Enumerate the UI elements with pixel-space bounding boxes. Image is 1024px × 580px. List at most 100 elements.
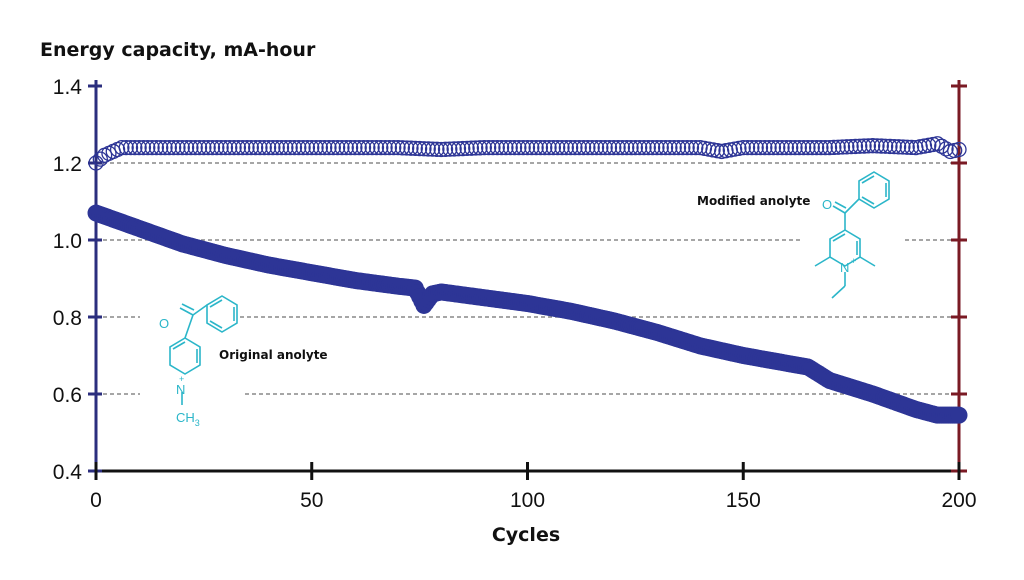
data-point-modified — [437, 141, 454, 157]
data-point-modified — [804, 139, 820, 156]
data-point-modified — [632, 139, 648, 156]
modified-carbonyl-o: O — [822, 197, 832, 212]
data-point-modified — [368, 139, 385, 156]
data-point-modified — [153, 139, 169, 156]
data-point-modified — [886, 138, 902, 155]
data-point-modified — [588, 139, 605, 156]
data-point-modified — [489, 139, 505, 156]
data-point-modified — [869, 138, 885, 154]
data-point-modified — [472, 140, 488, 156]
data-point-modified — [424, 141, 441, 157]
data-point-modified — [364, 139, 380, 156]
data-point-modified — [614, 139, 631, 156]
data-point-modified — [493, 139, 510, 156]
x-tick-label: 50 — [300, 489, 323, 512]
data-point-modified — [157, 139, 173, 156]
data-point-modified — [222, 139, 238, 156]
data-point-modified — [347, 139, 363, 156]
series-modified-anolyte — [88, 136, 967, 171]
data-point-modified — [420, 141, 436, 157]
modified-charge: + — [851, 256, 856, 266]
data-point-modified — [140, 139, 156, 156]
data-point-modified — [416, 141, 432, 157]
y-tick-label: 1.0 — [53, 230, 82, 253]
data-point-modified — [174, 139, 190, 156]
data-point-modified — [226, 139, 242, 156]
data-point-modified — [399, 140, 415, 156]
data-point-modified — [644, 139, 661, 156]
data-point-modified — [541, 139, 557, 156]
modified-nitrogen: N — [840, 260, 849, 275]
data-point-modified — [308, 139, 324, 156]
data-point-modified — [571, 139, 587, 156]
data-point-modified — [312, 139, 329, 156]
data-point-modified — [640, 139, 656, 156]
data-point-modified — [808, 139, 825, 156]
x-tick-labels: 0 50 100 150 200 — [90, 489, 976, 512]
data-point-modified — [291, 139, 307, 156]
data-point-modified — [295, 139, 311, 156]
data-point-modified — [757, 139, 773, 156]
data-point-modified — [377, 139, 393, 156]
data-point-modified — [209, 139, 225, 156]
data-point-modified — [619, 139, 635, 156]
annotation-original-anolyte: Original anolyte — [219, 348, 328, 362]
data-point-modified — [796, 139, 812, 156]
data-point-modified — [114, 139, 130, 156]
data-point-modified — [256, 139, 272, 156]
data-point-modified — [554, 139, 570, 156]
data-point-modified — [852, 138, 868, 154]
data-point-modified — [217, 139, 234, 156]
series-original-anolyte — [87, 204, 968, 424]
data-point-modified — [485, 139, 501, 156]
data-point-modified — [899, 139, 915, 155]
data-point-modified — [355, 139, 372, 156]
data-point-modified — [455, 140, 471, 157]
data-point-modified — [373, 139, 389, 156]
data-point-modified — [282, 139, 298, 156]
y-tick-label: 1.4 — [53, 76, 83, 99]
x-tick-label: 150 — [726, 489, 761, 512]
data-point-modified — [787, 139, 803, 156]
data-point-modified — [506, 139, 523, 156]
data-point-modified — [265, 139, 281, 156]
data-point-modified — [830, 139, 846, 155]
data-point-modified — [735, 139, 751, 156]
data-point-modified — [877, 138, 894, 154]
data-point-modified — [670, 139, 687, 156]
data-point-modified — [938, 141, 954, 157]
data-point-modified — [442, 141, 458, 157]
x-tick-label: 100 — [510, 489, 545, 512]
data-point-modified — [407, 140, 423, 157]
data-point-modified — [252, 139, 268, 156]
data-point-modified — [403, 140, 419, 156]
data-point-modified — [515, 139, 531, 156]
data-point-modified — [873, 138, 889, 154]
data-point-modified — [386, 139, 402, 156]
data-point-modified — [304, 139, 320, 156]
data-point-modified — [286, 139, 303, 156]
annotation-modified-anolyte: Modified anolyte — [697, 194, 810, 208]
data-point-modified — [593, 139, 609, 156]
data-point-modified — [653, 139, 669, 156]
data-point-modified — [895, 139, 911, 155]
data-point-modified — [865, 138, 881, 154]
data-point-modified — [135, 139, 152, 156]
data-point-modified — [127, 139, 143, 156]
data-point-modified — [321, 139, 337, 156]
data-point-modified — [800, 139, 816, 156]
data-point-modified — [183, 139, 199, 156]
data-point-modified — [248, 139, 264, 156]
y-tick-label: 0.4 — [53, 461, 83, 484]
data-point-modified — [679, 139, 695, 156]
data-point-modified — [774, 139, 790, 156]
data-point-modified — [662, 139, 678, 156]
data-point-modified — [342, 139, 359, 156]
data-point-modified — [688, 139, 704, 156]
data-point-modified — [502, 139, 518, 156]
y-tick-label: 0.8 — [53, 307, 82, 330]
data-point-modified — [463, 140, 480, 156]
data-point-modified — [537, 139, 553, 156]
data-point-modified — [610, 139, 626, 156]
